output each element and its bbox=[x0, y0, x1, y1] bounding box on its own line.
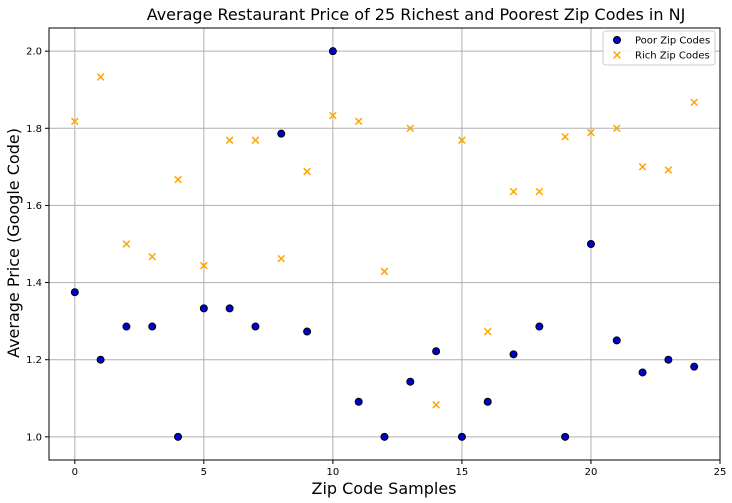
data-points bbox=[70, 47, 699, 441]
rich-zip-point bbox=[148, 252, 157, 261]
rich-zip-point bbox=[354, 117, 363, 126]
poor-zip-point bbox=[535, 322, 544, 331]
legend-marker bbox=[613, 51, 621, 59]
y-tick-label: 1.0 bbox=[26, 432, 42, 443]
poor-zip-point bbox=[277, 129, 286, 138]
rich-zip-point bbox=[638, 163, 647, 171]
poor-zip-point bbox=[690, 362, 699, 371]
rich-zip-point bbox=[406, 124, 415, 133]
poor-zip-point bbox=[96, 355, 105, 364]
poor-zip-point bbox=[509, 350, 518, 359]
poor-zip-point bbox=[199, 304, 208, 313]
poor-zip-point bbox=[303, 327, 312, 336]
series-poor bbox=[70, 47, 699, 441]
poor-zip-point bbox=[406, 377, 415, 386]
poor-zip-point bbox=[328, 47, 337, 56]
poor-zip-point bbox=[354, 397, 363, 406]
poor-zip-point bbox=[122, 322, 131, 331]
legend-label: Rich Zip Codes bbox=[635, 51, 710, 62]
y-tick-label: 1.6 bbox=[26, 201, 42, 212]
rich-zip-point bbox=[277, 254, 286, 263]
rich-zip-point bbox=[612, 124, 621, 133]
poor-zip-point bbox=[251, 322, 260, 331]
poor-zip-point bbox=[380, 432, 389, 441]
x-tick-label: 15 bbox=[456, 467, 469, 478]
series-rich bbox=[70, 73, 699, 409]
y-tick-label: 1.8 bbox=[26, 124, 42, 135]
y-tick-label: 1.4 bbox=[26, 278, 42, 289]
rich-zip-point bbox=[122, 240, 131, 248]
legend-box bbox=[602, 30, 716, 66]
rich-zip-point bbox=[70, 117, 79, 126]
legend-label: Poor Zip Codes bbox=[635, 36, 710, 47]
rich-zip-point bbox=[174, 175, 182, 184]
x-axis-label: Zip Code Samples bbox=[311, 479, 456, 498]
x-tick-label: 5 bbox=[201, 467, 207, 478]
legend-marker bbox=[613, 36, 621, 44]
poor-zip-point bbox=[70, 288, 79, 297]
rich-zip-point bbox=[509, 187, 518, 196]
poor-zip-point bbox=[561, 432, 570, 441]
poor-zip-point bbox=[148, 322, 157, 331]
y-axis-label: Average Price (Google Code) bbox=[4, 128, 23, 358]
x-tick-label: 10 bbox=[327, 467, 340, 478]
axis-ticks: 0 5 10 15 20 25 1.0 1.2 1.4 1.6 1.8 2.0 bbox=[26, 47, 726, 478]
x-tick-label: 20 bbox=[585, 467, 598, 478]
poor-zip-point bbox=[638, 368, 647, 377]
chart-title: Average Restaurant Price of 25 Richest a… bbox=[147, 5, 686, 24]
rich-zip-point bbox=[380, 267, 389, 276]
rich-zip-point bbox=[303, 167, 311, 176]
y-tick-label: 1.2 bbox=[26, 355, 42, 366]
rich-zip-point bbox=[587, 128, 595, 137]
rich-zip-point bbox=[664, 166, 673, 174]
rich-zip-point bbox=[690, 98, 699, 107]
poor-zip-point bbox=[174, 432, 183, 441]
poor-zip-point bbox=[586, 240, 595, 248]
rich-zip-point bbox=[251, 136, 260, 145]
x-tick-label: 25 bbox=[714, 467, 727, 478]
rich-zip-point bbox=[329, 111, 337, 120]
poor-zip-point bbox=[432, 347, 441, 356]
rich-zip-point bbox=[535, 187, 544, 196]
grid-lines bbox=[49, 28, 721, 460]
rich-zip-point bbox=[96, 73, 105, 81]
plot-frame bbox=[48, 27, 721, 461]
rich-zip-point bbox=[483, 327, 492, 336]
rich-zip-point bbox=[225, 136, 234, 145]
poor-zip-point bbox=[483, 397, 492, 406]
y-tick-label: 2.0 bbox=[26, 47, 42, 58]
poor-zip-point bbox=[664, 355, 673, 364]
legend: Poor Zip Codes Rich Zip Codes bbox=[602, 30, 716, 66]
rich-zip-point bbox=[458, 136, 466, 145]
rich-zip-point bbox=[200, 261, 208, 270]
x-tick-label: 0 bbox=[72, 467, 78, 478]
poor-zip-point bbox=[612, 336, 621, 345]
poor-zip-point bbox=[225, 304, 234, 313]
rich-zip-point bbox=[432, 401, 440, 409]
poor-zip-point bbox=[457, 432, 466, 441]
rich-zip-point bbox=[561, 132, 569, 141]
